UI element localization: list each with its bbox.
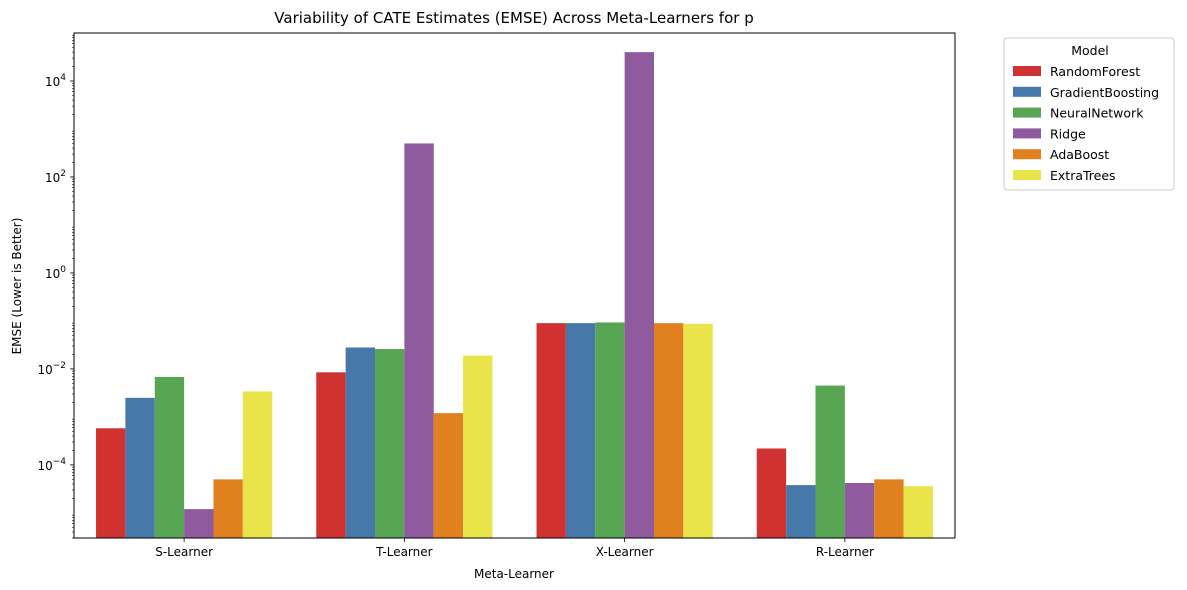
legend-label-ExtraTrees: ExtraTrees <box>1050 168 1116 183</box>
bar-RandomForest-R-Learner <box>756 448 787 538</box>
x-tick-label: X-Learner <box>596 545 654 559</box>
y-tick-label: 102 <box>45 169 66 185</box>
bar-GradientBoosting-T-Learner <box>345 347 376 538</box>
y-tick-label: 10−4 <box>37 457 66 473</box>
bar-AdaBoost-R-Learner <box>874 479 904 538</box>
chart-title: Variability of CATE Estimates (EMSE) Acr… <box>274 9 753 27</box>
bar-NeuralNetwork-X-Learner <box>595 322 625 538</box>
x-axis-label: Meta-Learner <box>474 567 554 581</box>
bar-AdaBoost-X-Learner <box>653 323 684 538</box>
y-tick-label: 104 <box>45 73 66 89</box>
bar-NeuralNetwork-S-Learner <box>154 376 185 538</box>
bar-Ridge-X-Learner <box>624 52 654 538</box>
y-tick-label: 10−2 <box>37 361 66 377</box>
bar-AdaBoost-T-Learner <box>433 413 464 538</box>
bar-ExtraTrees-T-Learner <box>463 355 493 538</box>
y-tick-label: 100 <box>45 265 66 281</box>
legend-label-AdaBoost: AdaBoost <box>1050 147 1109 162</box>
x-tick-label: R-Learner <box>816 545 874 559</box>
x-axis-ticks: S-Learner T-Learner X-Learner R-Learner <box>155 538 874 559</box>
bar-Ridge-T-Learner <box>404 143 434 538</box>
bars <box>96 52 933 538</box>
bar-RandomForest-S-Learner <box>96 428 126 538</box>
bar-GradientBoosting-S-Learner <box>125 397 155 538</box>
legend: Model RandomForest GradientBoosting Neural… <box>1003 37 1175 191</box>
legend-items: RandomForest GradientBoosting NeuralNetwor… <box>1013 64 1159 183</box>
legend-swatch-NeuralNetwork <box>1013 107 1041 118</box>
bar-ExtraTrees-R-Learner <box>903 486 933 538</box>
bar-NeuralNetwork-T-Learner <box>375 349 405 538</box>
y-axis-ticks: 10−4 10−2 100 102 104 <box>37 34 74 539</box>
plot-frame <box>73 32 956 539</box>
legend-label-GradientBoosting: GradientBoosting <box>1050 85 1159 100</box>
bar-Ridge-S-Learner <box>184 509 214 538</box>
legend-label-NeuralNetwork: NeuralNetwork <box>1050 106 1144 121</box>
bar-ExtraTrees-S-Learner <box>242 391 273 538</box>
legend-label-Ridge: Ridge <box>1050 126 1086 141</box>
bar-AdaBoost-S-Learner <box>213 479 243 538</box>
bar-RandomForest-X-Learner <box>536 323 566 538</box>
legend-swatch-RandomForest <box>1013 66 1041 76</box>
legend-swatch-GradientBoosting <box>1013 86 1041 97</box>
x-tick-label: S-Learner <box>155 545 213 559</box>
bar-ExtraTrees-X-Learner <box>683 323 713 538</box>
x-tick-label: T-Learner <box>375 545 432 559</box>
y-axis-label: EMSE (Lower is Better) <box>10 218 24 355</box>
legend-swatch-AdaBoost <box>1013 149 1041 160</box>
legend-label-RandomForest: RandomForest <box>1050 64 1140 79</box>
legend-swatch-ExtraTrees <box>1013 170 1041 180</box>
bar-GradientBoosting-R-Learner <box>786 485 816 538</box>
legend-swatch-Ridge <box>1013 128 1041 139</box>
legend-frame <box>1003 37 1175 191</box>
legend-title: Model <box>1071 43 1109 58</box>
bar-GradientBoosting-X-Learner <box>565 323 596 538</box>
bar-Ridge-R-Learner <box>844 483 875 538</box>
bar-RandomForest-T-Learner <box>316 372 346 538</box>
bar-NeuralNetwork-R-Learner <box>815 385 845 538</box>
